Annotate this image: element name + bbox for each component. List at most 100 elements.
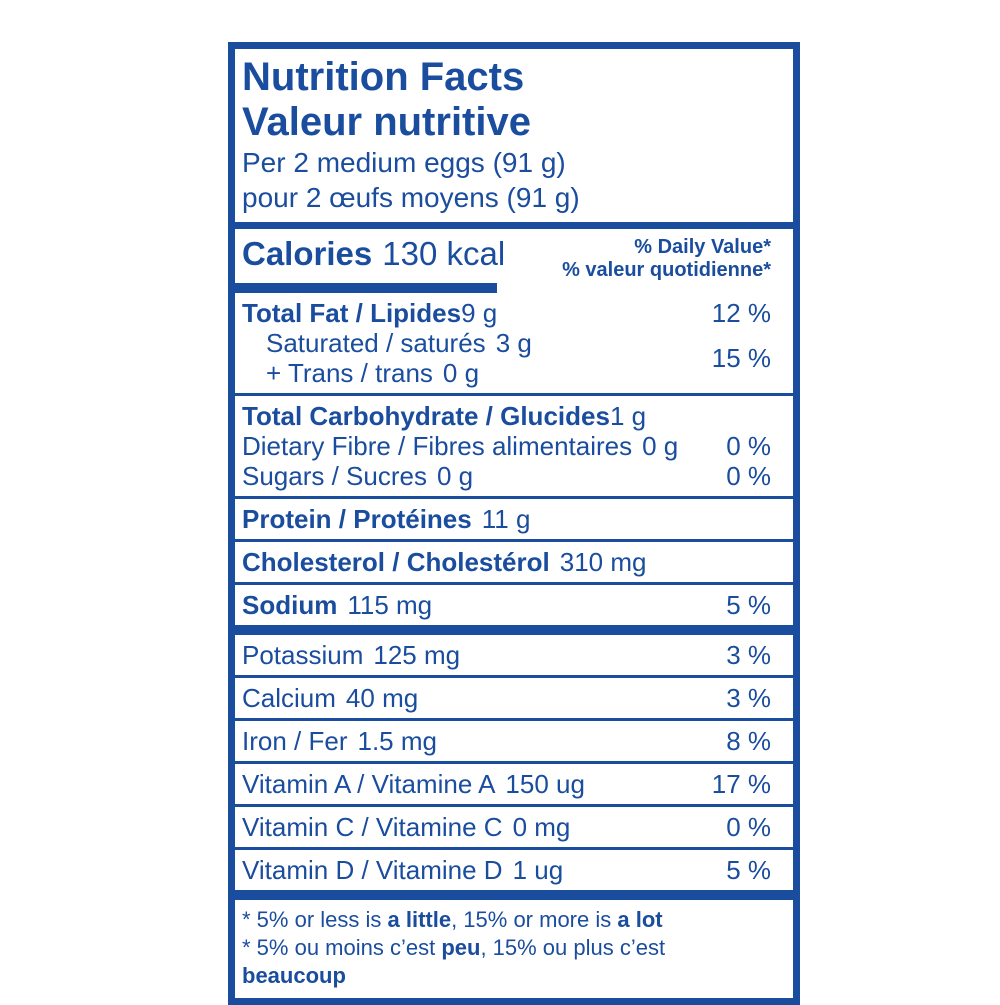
nutrient-amount: 0 mg xyxy=(512,812,571,842)
calories-value: 130 kcal xyxy=(382,235,506,272)
divider xyxy=(235,804,793,807)
divider xyxy=(235,496,793,499)
nutrient-name: Total Fat / Lipides xyxy=(242,298,462,328)
nutrient-name: Iron / Fer xyxy=(242,726,348,756)
row-sodium: Sodium 115 mg 5 % xyxy=(235,585,793,625)
nutrient-name: Vitamin C / Vitamine C xyxy=(242,812,503,842)
footnote-emphasis: beaucoup xyxy=(242,963,346,988)
row-vitamin-c: Vitamin C / Vitamine C 0 mg 0 % xyxy=(235,807,793,847)
row-calcium: Calcium 40 mg 3 % xyxy=(235,678,793,718)
daily-value-vitamin-a: 17 % xyxy=(711,769,771,799)
divider xyxy=(235,393,793,396)
nutrition-facts-label: Nutrition Facts Valeur nutritive Per 2 m… xyxy=(228,42,800,1005)
calories-underline-bar xyxy=(235,283,497,293)
nutrient-amount: 0 g xyxy=(642,431,679,461)
nutrient-carbohydrate: Total Carbohydrate / Glucides1 g xyxy=(242,401,646,431)
nutrient-name: Saturated / saturés xyxy=(266,328,486,358)
nutrient-name: Vitamin D / Vitamine D xyxy=(242,855,503,885)
nutrient-name: + Trans / trans xyxy=(266,358,433,388)
nutrient-name: Calcium xyxy=(242,683,336,713)
header-divider xyxy=(235,222,793,229)
nutrient-amount: 310 mg xyxy=(559,547,647,577)
divider xyxy=(235,539,793,542)
nutrient-amount: 0 g xyxy=(436,461,474,491)
nutrient-amount: 0 g xyxy=(442,358,480,388)
row-carbohydrate-group: Total Carbohydrate / Glucides1 g Dietary… xyxy=(235,396,793,496)
daily-value-calcium: 3 % xyxy=(726,683,771,713)
nutrient-name: Cholesterol / Cholestérol xyxy=(242,547,550,577)
row-protein: Protein / Protéines 11 g xyxy=(235,499,793,539)
nutrient-protein: Protein / Protéines 11 g xyxy=(242,504,530,534)
daily-value-saturated-trans: 15 % xyxy=(711,343,771,373)
daily-value-potassium: 3 % xyxy=(726,640,771,670)
calories: Calories 130 kcal xyxy=(242,234,505,274)
nutrient-amount: 3 g xyxy=(495,328,532,358)
nutrient-sodium: Sodium 115 mg xyxy=(242,590,432,620)
nutrient-sugars: Sugars / Sucres 0 g xyxy=(242,461,473,491)
daily-value-sodium: 5 % xyxy=(726,590,771,620)
footnote-emphasis: a lot xyxy=(617,907,663,932)
divider xyxy=(235,718,793,721)
saturated-trans-lines: Saturated / saturés 3 g + Trans / trans 0 … xyxy=(242,328,532,388)
nutrient-amount: 11 g xyxy=(481,504,531,534)
nutrient-amount: 1.5 mg xyxy=(357,726,437,756)
calories-row: Calories 130 kcal % Daily Value* % valeur… xyxy=(235,234,793,282)
divider xyxy=(235,675,793,678)
serving-size-en: Per 2 medium eggs (91 g) xyxy=(242,147,566,178)
nutrient-amount: 1 g xyxy=(609,401,647,431)
section-divider-thick xyxy=(235,625,793,635)
daily-value-vitamin-d: 5 % xyxy=(726,855,771,885)
daily-value-header-fr: % valeur quotidienne* xyxy=(562,259,771,281)
nutrient-calcium: Calcium 40 mg xyxy=(242,683,418,713)
section-divider-thick xyxy=(235,890,793,900)
nutrient-vitamin-d: Vitamin D / Vitamine D 1 ug xyxy=(242,855,563,885)
nutrient-amount: 1 ug xyxy=(512,855,564,885)
footnote-text: * 5% ou moins c’est xyxy=(242,935,442,960)
title-fr: Valeur nutritive xyxy=(242,100,531,144)
serving-size-fr: pour 2 œufs moyens (91 g) xyxy=(242,182,580,213)
row-iron: Iron / Fer 1.5 mg 8 % xyxy=(235,721,793,761)
footnote-text: * 5% or less is xyxy=(242,907,388,932)
daily-value-fibre: 0 % xyxy=(726,431,771,461)
nutrient-cholesterol: Cholesterol / Cholestérol 310 mg xyxy=(242,547,646,577)
divider xyxy=(235,761,793,764)
nutrient-total-fat: Total Fat / Lipides9 g xyxy=(242,298,497,328)
footnote-text: , 15% ou plus c’est xyxy=(480,935,666,960)
nutrient-amount: 150 ug xyxy=(505,769,585,799)
nutrient-amount: 40 mg xyxy=(345,683,419,713)
nutrient-amount: 115 mg xyxy=(347,590,433,620)
nutrient-vitamin-a: Vitamin A / Vitamine A 150 ug xyxy=(242,769,585,799)
row-total-fat-group: Total Fat / Lipides9 g 12 % Saturated / … xyxy=(235,293,793,393)
divider xyxy=(235,847,793,850)
footnote-text: , 15% or more is xyxy=(451,907,618,932)
row-vitamin-a: Vitamin A / Vitamine A 150 ug 17 % xyxy=(235,764,793,804)
calories-label: Calories xyxy=(242,235,373,272)
row-potassium: Potassium 125 mg 3 % xyxy=(235,635,793,675)
daily-value-iron: 8 % xyxy=(726,726,771,756)
footnote-en: * 5% or less is a little, 15% or more is… xyxy=(242,906,771,934)
nutrient-amount: 9 g xyxy=(461,298,498,328)
daily-value-sugars: 0 % xyxy=(726,461,771,491)
row-vitamin-d: Vitamin D / Vitamine D 1 ug 5 % xyxy=(235,850,793,890)
daily-value-vitamin-c: 0 % xyxy=(726,812,771,842)
nutrient-potassium: Potassium 125 mg xyxy=(242,640,460,670)
daily-value-fat: 12 % xyxy=(711,298,771,328)
nutrient-fibre: Dietary Fibre / Fibres alimentaires 0 g xyxy=(242,431,678,461)
title-en: Nutrition Facts xyxy=(242,55,525,99)
nutrient-saturated: Saturated / saturés 3 g xyxy=(242,328,532,358)
nutrient-name: Dietary Fibre / Fibres alimentaires xyxy=(242,431,633,461)
footnote-emphasis: peu xyxy=(441,935,481,960)
footnote-fr: * 5% ou moins c’est peu, 15% ou plus c’e… xyxy=(242,934,771,990)
nutrient-amount: 125 mg xyxy=(373,640,461,670)
daily-value-header: % Daily Value* % valeur quotidienne* xyxy=(562,234,771,282)
daily-value-header-en: % Daily Value* xyxy=(634,236,771,258)
nutrient-iron: Iron / Fer 1.5 mg xyxy=(242,726,437,756)
nutrient-trans: + Trans / trans 0 g xyxy=(242,358,532,388)
nutrient-name: Protein / Protéines xyxy=(242,504,472,534)
nutrient-name: Sugars / Sucres xyxy=(242,461,427,491)
nutrient-name: Potassium xyxy=(242,640,364,670)
divider xyxy=(235,582,793,585)
footnote-emphasis: a little xyxy=(387,907,452,932)
footnote: * 5% or less is a little, 15% or more is… xyxy=(235,900,793,992)
nutrient-vitamin-c: Vitamin C / Vitamine C 0 mg xyxy=(242,812,570,842)
